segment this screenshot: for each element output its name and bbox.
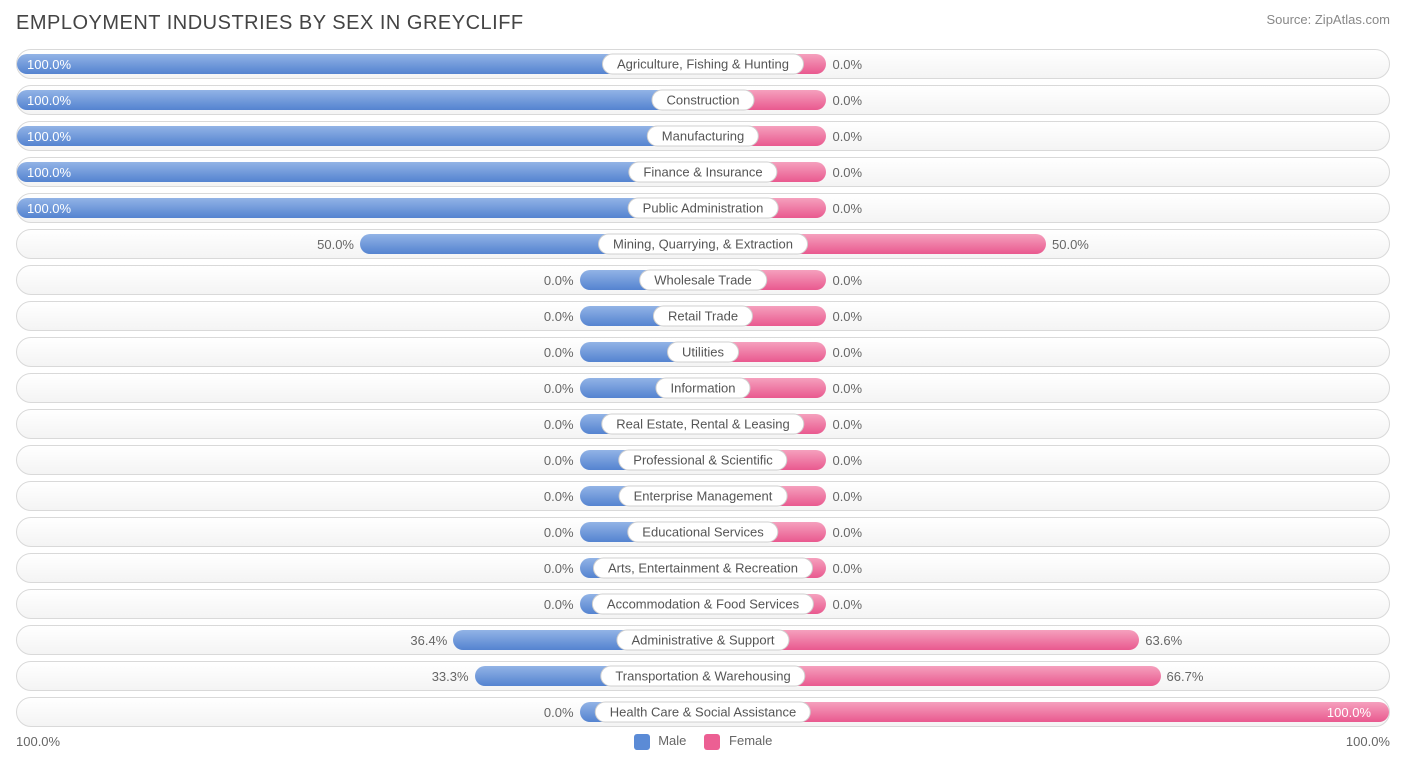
axis-left-label: 100.0% [16, 734, 60, 749]
male-value: 0.0% [544, 302, 580, 332]
female-value: 66.7% [1161, 662, 1204, 692]
male-value: 33.3% [432, 662, 475, 692]
male-value: 36.4% [410, 626, 453, 656]
male-value: 0.0% [544, 446, 580, 476]
category-label: Construction [652, 90, 755, 111]
male-value: 0.0% [544, 266, 580, 296]
chart-row: 0.0% 0.0% Utilities [16, 337, 1390, 367]
male-bar [17, 198, 703, 218]
male-value: 0.0% [544, 554, 580, 584]
category-label: Educational Services [627, 522, 778, 543]
category-label: Transportation & Warehousing [600, 666, 805, 687]
female-value: 0.0% [826, 374, 862, 404]
male-value: 0.0% [544, 590, 580, 620]
category-label: Utilities [667, 342, 739, 363]
chart-row: 100.0% 0.0% Construction [16, 85, 1390, 115]
female-value: 50.0% [1046, 230, 1089, 260]
category-label: Public Administration [628, 198, 779, 219]
chart-row: 0.0% 0.0% Accommodation & Food Services [16, 589, 1390, 619]
category-label: Information [655, 378, 750, 399]
diverging-bar-chart: 100.0% 0.0% Agriculture, Fishing & Hunting… [16, 49, 1390, 727]
female-swatch-icon [704, 734, 720, 750]
chart-row: 0.0% 0.0% Educational Services [16, 517, 1390, 547]
male-value: 0.0% [544, 698, 580, 728]
female-value: 0.0% [826, 86, 862, 116]
female-value: 0.0% [826, 338, 862, 368]
male-value: 0.0% [544, 374, 580, 404]
chart-row: 0.0% 0.0% Information [16, 373, 1390, 403]
male-bar [17, 90, 703, 110]
chart-source: Source: ZipAtlas.com [1266, 12, 1390, 27]
legend: Male Female [634, 733, 773, 750]
female-value: 0.0% [826, 158, 862, 188]
category-label: Health Care & Social Assistance [595, 702, 811, 723]
category-label: Administrative & Support [616, 630, 789, 651]
category-label: Real Estate, Rental & Leasing [601, 414, 804, 435]
axis-right-label: 100.0% [1346, 734, 1390, 749]
chart-footer: 100.0% Male Female 100.0% [16, 733, 1390, 750]
legend-male: Male [634, 733, 687, 750]
chart-row: 100.0% 0.0% Manufacturing [16, 121, 1390, 151]
legend-male-label: Male [658, 733, 686, 748]
category-label: Retail Trade [653, 306, 753, 327]
chart-row: 100.0% 0.0% Finance & Insurance [16, 157, 1390, 187]
male-value: 0.0% [544, 518, 580, 548]
male-value: 100.0% [17, 122, 71, 152]
category-label: Agriculture, Fishing & Hunting [602, 54, 804, 75]
chart-title: EMPLOYMENT INDUSTRIES BY SEX IN GREYCLIF… [16, 12, 524, 35]
male-value: 100.0% [17, 158, 71, 188]
legend-female: Female [704, 733, 772, 750]
male-value: 0.0% [544, 482, 580, 512]
female-value: 0.0% [826, 50, 862, 80]
male-value: 0.0% [544, 338, 580, 368]
male-swatch-icon [634, 734, 650, 750]
chart-row: 0.0% 0.0% Wholesale Trade [16, 265, 1390, 295]
chart-row: 100.0% 0.0% Public Administration [16, 193, 1390, 223]
category-label: Finance & Insurance [628, 162, 777, 183]
female-value: 0.0% [826, 554, 862, 584]
chart-row: 0.0% 0.0% Retail Trade [16, 301, 1390, 331]
male-value: 100.0% [17, 194, 71, 224]
category-label: Manufacturing [647, 126, 759, 147]
female-value: 0.0% [826, 122, 862, 152]
female-value: 0.0% [826, 446, 862, 476]
chart-row: 0.0% 100.0% Health Care & Social Assistanc… [16, 697, 1390, 727]
chart-row: 0.0% 0.0% Real Estate, Rental & Leasing [16, 409, 1390, 439]
female-value: 0.0% [826, 410, 862, 440]
female-value: 0.0% [826, 266, 862, 296]
male-bar [17, 126, 703, 146]
category-label: Enterprise Management [619, 486, 788, 507]
legend-female-label: Female [729, 733, 772, 748]
category-label: Mining, Quarrying, & Extraction [598, 234, 808, 255]
female-value: 0.0% [826, 518, 862, 548]
male-value: 100.0% [17, 50, 71, 80]
female-value: 0.0% [826, 590, 862, 620]
chart-row: 100.0% 0.0% Agriculture, Fishing & Hunting [16, 49, 1390, 79]
male-value: 50.0% [317, 230, 360, 260]
male-value: 100.0% [17, 86, 71, 116]
female-value: 0.0% [826, 194, 862, 224]
male-bar [17, 54, 703, 74]
female-value: 0.0% [826, 302, 862, 332]
chart-header: EMPLOYMENT INDUSTRIES BY SEX IN GREYCLIF… [16, 12, 1390, 35]
chart-row: 0.0% 0.0% Enterprise Management [16, 481, 1390, 511]
chart-row: 33.3% 66.7% Transportation & Warehousing [16, 661, 1390, 691]
female-value: 0.0% [826, 482, 862, 512]
male-value: 0.0% [544, 410, 580, 440]
category-label: Professional & Scientific [618, 450, 787, 471]
category-label: Wholesale Trade [639, 270, 767, 291]
chart-row: 0.0% 0.0% Professional & Scientific [16, 445, 1390, 475]
female-value: 63.6% [1139, 626, 1182, 656]
category-label: Arts, Entertainment & Recreation [593, 558, 813, 579]
chart-row: 36.4% 63.6% Administrative & Support [16, 625, 1390, 655]
category-label: Accommodation & Food Services [592, 594, 814, 615]
male-bar [17, 162, 703, 182]
chart-row: 0.0% 0.0% Arts, Entertainment & Recreation [16, 553, 1390, 583]
female-value: 100.0% [1327, 698, 1381, 728]
chart-row: 50.0% 50.0% Mining, Quarrying, & Extractio… [16, 229, 1390, 259]
